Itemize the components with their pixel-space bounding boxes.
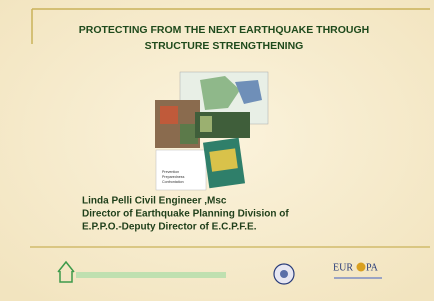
slide: PROTECTING FROM THE NEXT EARTHQUAKE THRO… — [0, 0, 434, 301]
logo-text: PA — [366, 262, 379, 273]
logo-text: EUR — [333, 262, 353, 273]
seal-core — [280, 270, 288, 278]
cover-bullet: Confrontation — [162, 180, 184, 184]
logo-center — [274, 264, 294, 284]
book-label — [209, 148, 238, 171]
photo — [200, 116, 212, 132]
author-line: Director of Earthquake Planning Division… — [82, 209, 289, 220]
page: {"slide": { "title": ["PROTECTING FROM T… — [0, 0, 434, 301]
title-line: STRUCTURE STRENGTHENING — [145, 40, 304, 52]
logo-subline — [334, 277, 382, 279]
cover-bullet: Preparedness — [162, 175, 185, 179]
logo-banner — [76, 272, 226, 278]
cover-bullet: Prevention — [162, 170, 179, 174]
title-line: PROTECTING FROM THE NEXT EARTHQUAKE THRO… — [79, 24, 370, 36]
logo-emblem — [357, 263, 366, 272]
photo — [160, 106, 178, 124]
author-line: E.P.P.O.-Deputy Director of E.C.P.F.E. — [82, 222, 257, 233]
author-line: Linda Pelli Civil Engineer ,Msc — [82, 196, 227, 207]
